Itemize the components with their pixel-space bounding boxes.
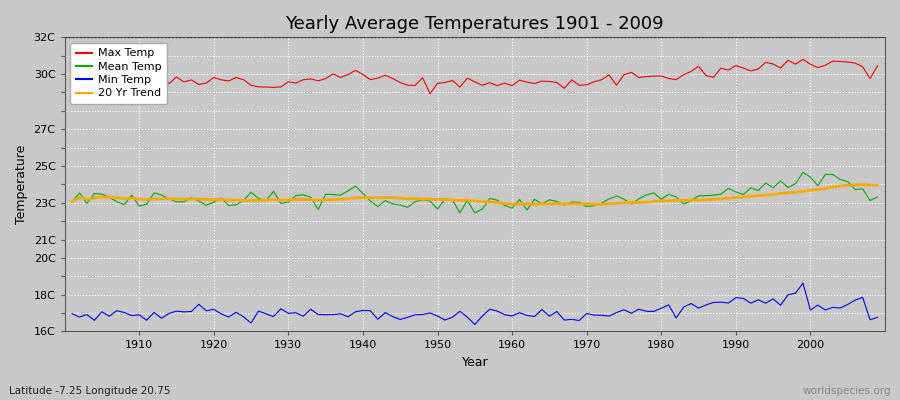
X-axis label: Year: Year (462, 356, 488, 369)
Y-axis label: Temperature: Temperature (15, 145, 28, 224)
Text: worldspecies.org: worldspecies.org (803, 386, 891, 396)
Legend: Max Temp, Mean Temp, Min Temp, 20 Yr Trend: Max Temp, Mean Temp, Min Temp, 20 Yr Tre… (70, 43, 167, 104)
Text: Latitude -7.25 Longitude 20.75: Latitude -7.25 Longitude 20.75 (9, 386, 170, 396)
Title: Yearly Average Temperatures 1901 - 2009: Yearly Average Temperatures 1901 - 2009 (285, 15, 664, 33)
